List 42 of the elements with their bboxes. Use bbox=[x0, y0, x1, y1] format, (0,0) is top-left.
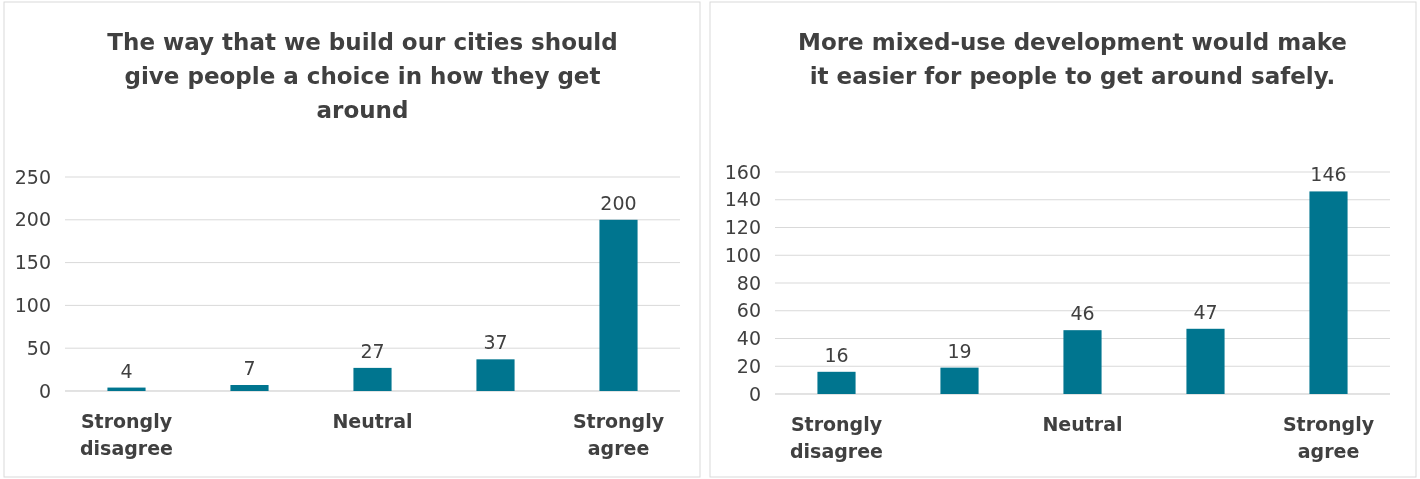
data-label: 37 bbox=[483, 331, 508, 354]
y-tick-label: 0 bbox=[38, 379, 51, 402]
data-label: 7 bbox=[243, 357, 256, 380]
bar bbox=[353, 367, 392, 391]
x-tick-label: Strongly disagree bbox=[80, 410, 173, 459]
data-label: 146 bbox=[1310, 163, 1347, 186]
chart-title: The way that we build our cities should give people a choice in how they get around bbox=[107, 29, 618, 123]
bar bbox=[1186, 328, 1225, 394]
y-tick-label: 120 bbox=[724, 216, 761, 239]
data-label: 16 bbox=[824, 343, 849, 366]
x-tick-label: Neutral bbox=[1042, 413, 1123, 435]
data-label: 4 bbox=[120, 359, 133, 382]
x-tick-label: Strongly agree bbox=[1282, 413, 1375, 462]
y-tick-label: 0 bbox=[748, 382, 761, 405]
y-tick-label: 80 bbox=[736, 271, 761, 294]
y-tick-label: 60 bbox=[736, 299, 761, 322]
y-tick-label: 50 bbox=[26, 336, 51, 359]
data-label: 19 bbox=[947, 339, 972, 362]
bar bbox=[817, 371, 856, 394]
data-label: 46 bbox=[1070, 302, 1095, 325]
bar bbox=[1063, 330, 1102, 394]
x-tick-label: Strongly disagree bbox=[790, 413, 883, 462]
y-tick-label: 150 bbox=[14, 251, 51, 274]
x-tick-label: Neutral bbox=[332, 410, 413, 432]
bar bbox=[476, 359, 515, 391]
bar bbox=[940, 367, 979, 394]
y-tick-label: 40 bbox=[736, 327, 761, 350]
y-tick-label: 100 bbox=[724, 243, 761, 266]
bar bbox=[230, 385, 269, 391]
y-tick-label: 140 bbox=[724, 188, 761, 211]
y-tick-label: 100 bbox=[14, 293, 51, 316]
data-label: 47 bbox=[1193, 300, 1218, 323]
x-tick-label: Strongly agree bbox=[572, 410, 665, 459]
bar bbox=[599, 219, 638, 391]
data-label: 200 bbox=[600, 191, 637, 214]
data-label: 27 bbox=[360, 339, 385, 362]
y-tick-label: 160 bbox=[724, 160, 761, 183]
chart-title: More mixed-use development would make it easier for people to get around safely. bbox=[798, 29, 1347, 89]
bar bbox=[1309, 191, 1348, 394]
y-tick-label: 250 bbox=[14, 165, 51, 188]
y-tick-label: 200 bbox=[14, 208, 51, 231]
y-tick-label: 20 bbox=[736, 354, 761, 377]
